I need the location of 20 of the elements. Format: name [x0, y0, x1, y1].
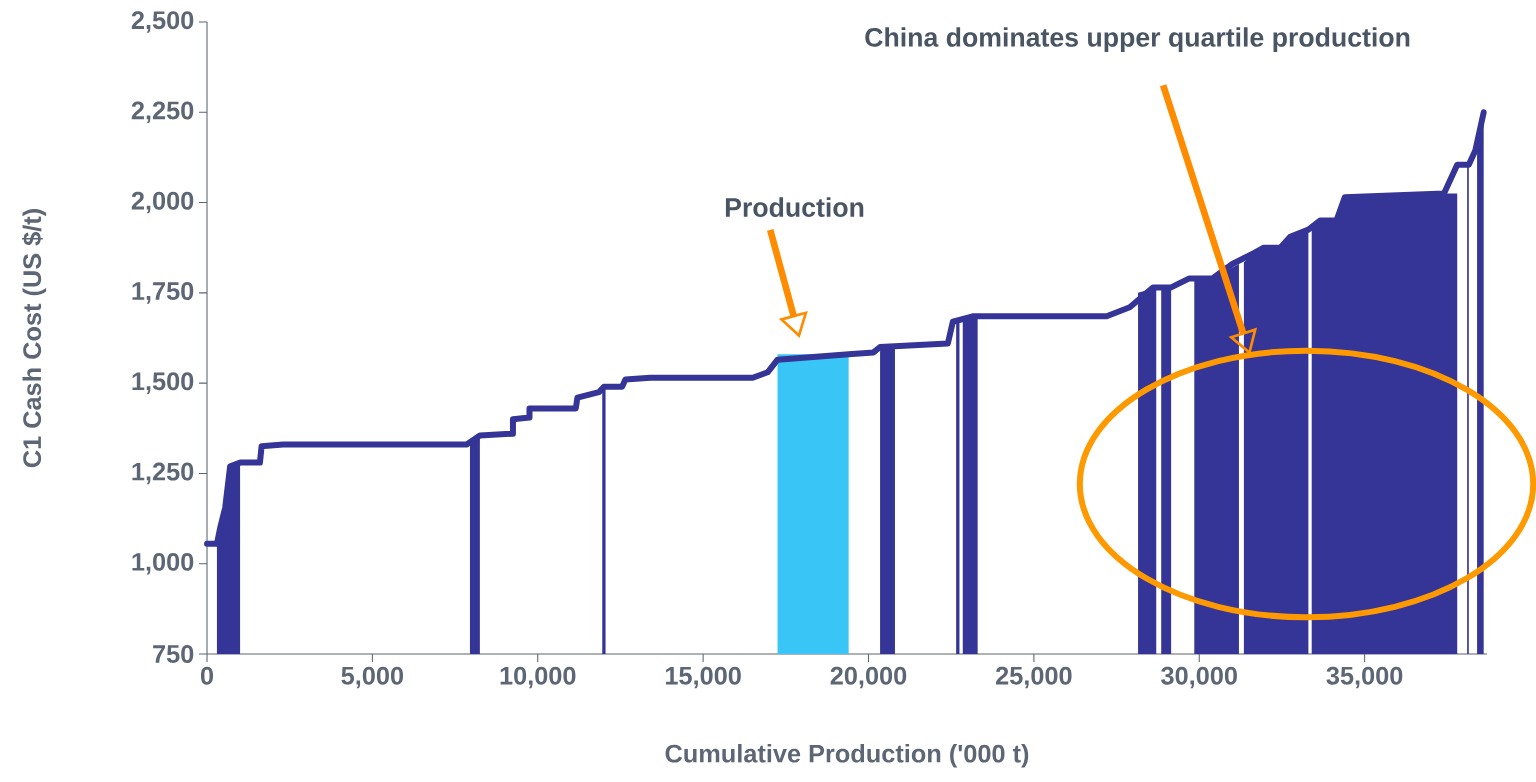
y-tick-label: 1,250	[132, 462, 194, 485]
annotation: Production	[725, 197, 864, 217]
x-tick-label: 0	[200, 666, 214, 685]
y-tick-label: 1,750	[132, 282, 194, 304]
y-tick-label: 2,500	[131, 11, 194, 33]
y-tick-label: 1,500	[132, 372, 194, 394]
y-tick-label: 2,250	[131, 101, 194, 124]
y-tick-label: 750	[153, 645, 194, 663]
x-tick-label: 35,000	[1326, 666, 1403, 689]
y-tick-label: 2,000	[131, 191, 194, 214]
x-tick-label: 15,000	[665, 666, 741, 689]
x-tick-label: 5,000	[341, 666, 404, 689]
annotation: China dominates upper quartile production	[865, 27, 1410, 53]
x-tick-label: 10,000	[500, 666, 576, 689]
y-tick-label: 1,000	[132, 552, 194, 575]
x-tick-label: 20,000	[830, 666, 907, 689]
x-axis-title: Cumulative Production ('000 t)	[665, 744, 1029, 768]
x-tick-label: 25,000	[996, 666, 1072, 689]
y-axis-title: C1 Cash Cost (US $/t)	[22, 209, 47, 468]
x-tick-label: 30,000	[1161, 666, 1237, 689]
